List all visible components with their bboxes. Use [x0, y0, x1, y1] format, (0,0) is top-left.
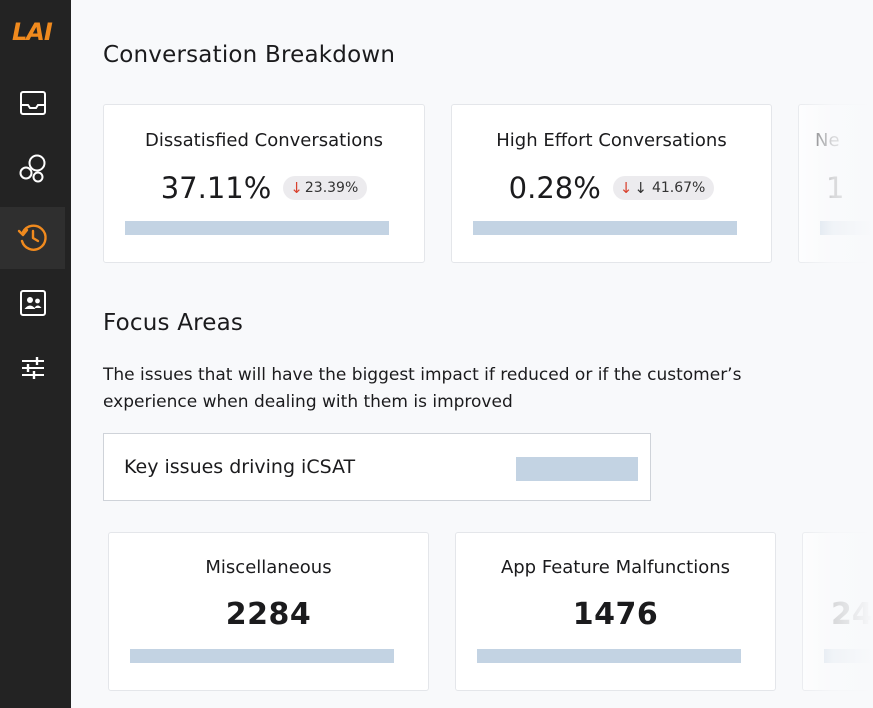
sidebar-item-contacts[interactable] — [0, 272, 65, 334]
dropdown-label: Key issues driving iCSAT — [124, 456, 356, 478]
sliders-icon — [21, 357, 44, 379]
progress-bar — [477, 649, 741, 663]
main-content: Conversation Breakdown Dissatisfied Conv… — [71, 0, 873, 708]
focus-card-miscellaneous[interactable]: Miscellaneous 2284 — [108, 532, 429, 691]
focus-card-partial[interactable]: 24 — [802, 532, 873, 691]
breakdown-title: Conversation Breakdown — [103, 42, 396, 68]
card-title: Dissatisfied Conversations — [144, 130, 384, 151]
focus-card-app-feature[interactable]: App Feature Malfunctions 1476 — [455, 532, 776, 691]
focus-title: Focus Areas — [103, 310, 244, 336]
delta-value: 41.67% — [651, 180, 706, 196]
card-title: High Effort Conversations — [496, 130, 727, 151]
metric-value: 1 — [826, 171, 845, 205]
app-logo[interactable]: LAI — [12, 18, 53, 46]
progress-bar — [473, 221, 737, 235]
delta-badge: ↓ ↓ 41.67% — [612, 176, 715, 200]
card-title: Miscellaneous — [205, 557, 332, 578]
dissatisfied-card[interactable]: Dissatisfied Conversations 37.11% ↓ 23.3… — [103, 104, 425, 263]
metric-value: 2284 — [225, 597, 312, 632]
partial-card[interactable]: Ne 1 — [798, 104, 873, 263]
sidebar-item-bubbles[interactable] — [0, 137, 65, 199]
progress-bar — [130, 649, 394, 663]
metric-value: 24 — [831, 597, 873, 632]
metric-value: 1476 — [572, 597, 659, 632]
arrow-down-icon: ↓ — [290, 179, 303, 197]
contact-card-icon — [19, 290, 46, 316]
metric-value: 0.28% — [508, 171, 601, 205]
arrow-down-icon: ↓ — [634, 179, 647, 197]
key-issues-dropdown[interactable]: Key issues driving iCSAT — [103, 433, 651, 501]
high-effort-card[interactable]: High Effort Conversations 0.28% ↓ ↓ 41.6… — [451, 104, 772, 263]
card-title: App Feature Malfunctions — [500, 557, 731, 578]
sidebar-item-settings[interactable] — [0, 337, 65, 399]
arrow-down-icon: ↓ — [619, 179, 633, 197]
delta-badge: ↓ 23.39% — [283, 176, 368, 200]
inbox-icon — [19, 91, 46, 115]
progress-bar — [820, 221, 873, 235]
sidebar: LAI — [0, 0, 71, 708]
progress-bar — [125, 221, 389, 235]
dropdown-value-placeholder — [516, 457, 638, 481]
bubbles-icon — [19, 154, 45, 183]
metric-value: 37.11% — [160, 171, 272, 205]
sidebar-item-inbox[interactable] — [0, 72, 65, 134]
focus-description: The issues that will have the biggest im… — [103, 365, 742, 412]
progress-bar — [824, 649, 873, 663]
sidebar-item-history[interactable] — [0, 207, 65, 269]
history-icon — [17, 224, 47, 251]
delta-value: 23.39% — [304, 180, 359, 196]
card-title: Ne — [815, 130, 840, 151]
